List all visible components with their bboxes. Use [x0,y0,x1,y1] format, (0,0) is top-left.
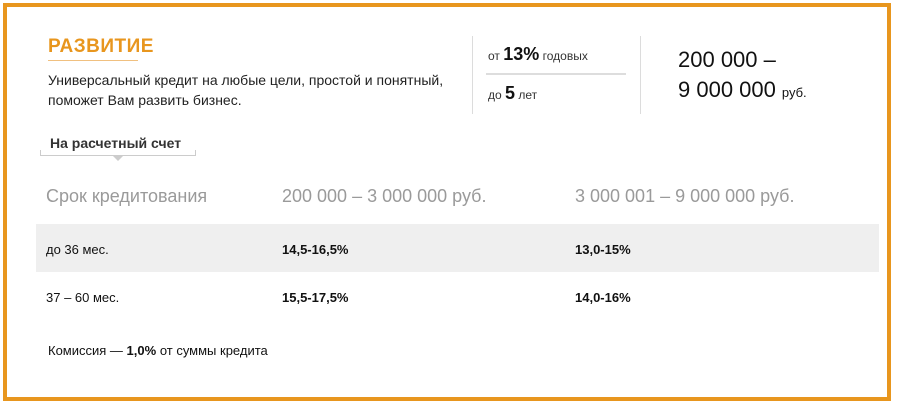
commission-suffix: от суммы кредита [159,343,268,358]
title-underline [48,60,138,61]
row-rate-1: 15,5-17,5% [282,290,349,305]
product-title: РАЗВИТИЕ [48,36,154,57]
description-line-1: Универсальный кредит на любые цели, прос… [48,72,444,88]
table-row-shade [36,224,879,272]
amount-currency: руб. [781,85,807,100]
tab-current-account[interactable]: На расчетный счет [50,135,182,151]
description-line-2: поможет Вам развить бизнес. [48,92,242,108]
row-rate-2: 14,0-16% [575,290,631,305]
separator-left [472,36,473,114]
rate-prefix: от [488,49,500,63]
header-range-1: 200 000 – 3 000 000 руб. [282,186,487,206]
tab-notch-icon [112,155,124,161]
product-card-frame [3,3,891,401]
term-suffix: лет [518,88,538,102]
row-rate-2: 13,0-15% [575,242,631,257]
header-term: Срок кредитования [46,186,208,206]
amount-range: 200 000 – 9 000 000 руб. [678,45,807,108]
term-prefix: до [488,88,502,102]
separator-right [640,36,641,114]
row-rate-1: 14,5-16,5% [282,242,349,257]
term-fact: до 5 лет [488,83,537,104]
product-description: Универсальный кредит на любые цели, прос… [48,70,468,110]
rate-suffix: годовых [542,49,588,63]
row-term: 37 – 60 мес. [46,290,120,305]
commission-note: Комиссия — 1,0% от суммы кредита [48,343,268,358]
term-value: 5 [505,83,516,103]
row-term: до 36 мес. [46,242,109,257]
amount-line-1: 200 000 – [678,47,776,72]
facts-divider [486,73,626,75]
header-range-2: 3 000 001 – 9 000 000 руб. [575,186,795,206]
commission-prefix: Комиссия — [48,343,123,358]
commission-value: 1,0% [126,343,157,358]
amount-line-2: 9 000 000 [678,77,776,102]
rate-fact: от 13% годовых [488,44,588,65]
rate-value: 13% [503,44,540,64]
